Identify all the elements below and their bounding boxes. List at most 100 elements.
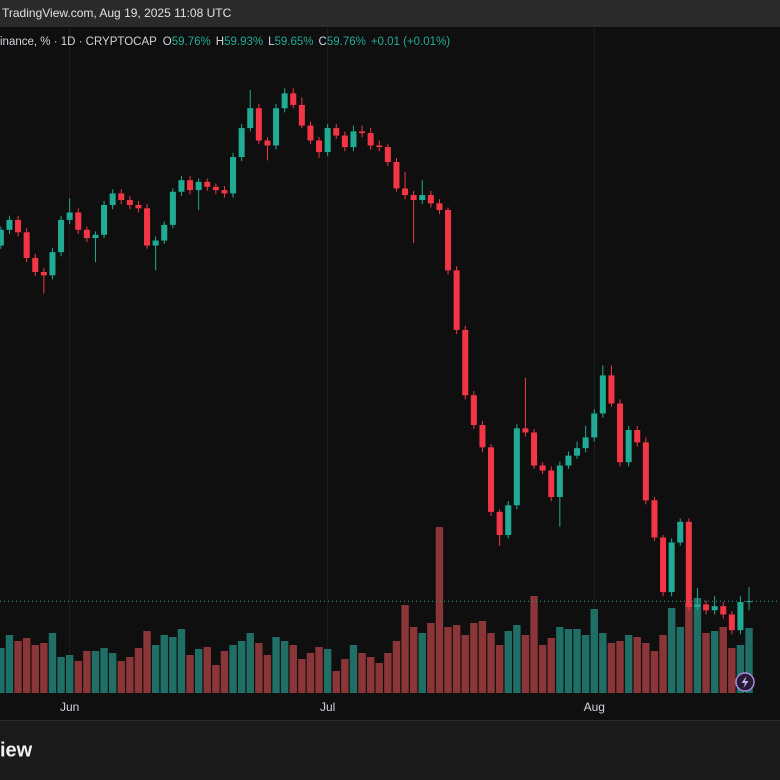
candle-body	[410, 195, 417, 201]
candle-body	[333, 128, 340, 136]
volume-bar	[590, 609, 598, 693]
volume-bar	[177, 629, 186, 693]
logo-text: iew	[0, 739, 33, 761]
volume-bar	[599, 633, 607, 693]
volume-bar	[65, 655, 74, 693]
candle-body	[479, 425, 486, 448]
candle-body	[316, 140, 323, 153]
volume-bar	[332, 671, 340, 693]
candle-body	[548, 470, 555, 497]
candle-body	[694, 604, 701, 607]
candle-body	[230, 157, 237, 194]
volume-bar	[108, 653, 117, 693]
volume-bar	[358, 653, 366, 693]
candle-body	[522, 428, 529, 433]
candle-body	[273, 108, 280, 146]
volume-bar	[728, 648, 736, 693]
candle-body	[419, 195, 426, 201]
candle-body	[685, 521, 692, 607]
volume-bar	[642, 643, 650, 693]
volume-bar	[272, 637, 280, 693]
volume-bar	[151, 645, 160, 693]
candle-body	[737, 602, 744, 631]
volume-bar	[212, 665, 220, 693]
volume-bar	[607, 643, 616, 693]
candle-body	[462, 329, 469, 396]
candle-body	[565, 455, 572, 466]
legend-change: +0.01 (+0.01%)	[371, 36, 450, 48]
candle-body	[204, 181, 211, 187]
candle-body	[728, 614, 735, 631]
candle-layer	[0, 88, 753, 635]
volume-bar	[418, 633, 426, 693]
x-tick-label: Jul	[320, 700, 335, 714]
candle-body	[350, 131, 357, 148]
candle-body	[66, 212, 73, 220]
x-tick-label: Aug	[584, 700, 605, 714]
candle-body	[384, 147, 391, 162]
candle-body	[341, 135, 348, 148]
candle-body	[660, 537, 667, 593]
volume-bar	[169, 637, 177, 693]
volume-bar	[315, 647, 323, 693]
volume-bar	[246, 633, 254, 693]
volume-bar	[452, 625, 461, 693]
volume-bar	[194, 649, 203, 693]
candle-body	[513, 428, 520, 506]
volume-bar	[495, 645, 504, 693]
candle-body	[212, 186, 219, 191]
volume-bar	[409, 627, 418, 693]
volume-bar	[323, 649, 332, 693]
legend-key: H	[216, 36, 224, 48]
legend-key: L	[268, 36, 275, 48]
legend-symbol: inance, % · 1D · CRYPTOCAP	[0, 36, 157, 48]
candle-body	[49, 252, 56, 276]
candle-body	[393, 161, 400, 189]
alert-icon[interactable]	[735, 672, 755, 692]
legend-key: C	[319, 36, 327, 48]
candle-body	[720, 606, 727, 615]
volume-bar	[306, 653, 315, 693]
candle-body	[651, 500, 658, 538]
volume-bar	[263, 655, 272, 693]
volume-bar	[547, 638, 555, 693]
volume-bar	[160, 635, 168, 693]
volume-bar	[349, 645, 358, 693]
volume-bar	[581, 635, 590, 693]
candle-body	[642, 442, 649, 501]
candle-body	[75, 212, 82, 230]
legend-value: 59.65%	[275, 36, 314, 48]
volume-bar	[143, 631, 151, 693]
candle-body	[711, 606, 718, 611]
volume-bar	[0, 648, 5, 693]
candle-body	[376, 145, 383, 148]
candle-body	[703, 604, 710, 611]
candle-body	[531, 432, 538, 466]
candle-body	[608, 375, 615, 404]
candle-body	[746, 601, 753, 603]
candle-body	[23, 232, 30, 258]
volume-bar	[470, 623, 478, 693]
candle-body	[453, 270, 460, 330]
candle-body	[135, 205, 142, 209]
candle-body	[324, 128, 331, 153]
volume-bar	[298, 659, 306, 693]
volume-bar	[435, 527, 444, 693]
volume-bar	[444, 627, 452, 693]
volume-bar	[14, 641, 22, 693]
candle-body	[427, 195, 434, 204]
volume-bar	[280, 641, 289, 693]
candle-body	[367, 133, 374, 146]
volume-bar	[401, 605, 409, 693]
bottom-bar	[0, 721, 780, 780]
candle-body	[178, 180, 185, 192]
volume-bar	[667, 608, 676, 693]
volume-bar	[478, 621, 487, 693]
volume-bar	[427, 623, 435, 693]
candle-body	[247, 108, 254, 129]
volume-bar	[676, 627, 684, 693]
